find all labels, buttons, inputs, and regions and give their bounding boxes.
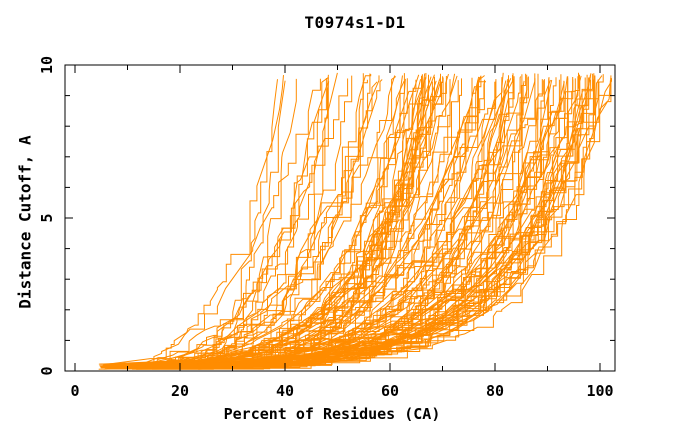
- model-curve: [103, 75, 509, 365]
- model-curve: [208, 81, 497, 369]
- model-curve: [98, 74, 372, 370]
- model-curve: [156, 79, 599, 369]
- model-curve: [190, 77, 550, 365]
- model-curve: [113, 74, 580, 368]
- model-curve: [125, 79, 417, 369]
- model-curve: [104, 77, 591, 366]
- model-curve: [152, 77, 586, 370]
- model-curve: [161, 75, 353, 368]
- model-curve: [198, 75, 482, 368]
- y-tick-label: 5: [38, 213, 56, 222]
- model-curve: [190, 73, 371, 369]
- model-curve: [162, 77, 612, 368]
- y-tick-label: 0: [38, 366, 56, 375]
- model-curve: [146, 76, 529, 370]
- model-curve: [145, 79, 545, 368]
- model-curve: [99, 76, 435, 367]
- model-curve: [101, 76, 397, 370]
- model-curve: [104, 81, 442, 369]
- model-curve: [129, 74, 523, 365]
- model-curve: [185, 74, 429, 368]
- x-tick-label: 40: [276, 382, 294, 400]
- x-tick-label: 20: [171, 382, 189, 400]
- model-curve: [103, 73, 592, 368]
- model-curve: [142, 73, 456, 369]
- model-curve: [200, 76, 432, 366]
- x-tick-label: 60: [381, 382, 399, 400]
- model-curve: [127, 78, 406, 366]
- chart-title: T0974s1-D1: [304, 13, 406, 32]
- x-tick-label: 100: [586, 382, 613, 400]
- model-curve: [123, 78, 612, 368]
- y-axis-label: Distance Cutoff, A: [15, 135, 35, 309]
- model-curve: [130, 80, 544, 366]
- model-curves: [98, 72, 613, 370]
- model-curve: [152, 75, 485, 368]
- model-curve: [200, 77, 473, 365]
- model-curve: [127, 75, 284, 370]
- model-curve: [113, 74, 604, 365]
- model-curve: [116, 78, 321, 370]
- model-curve: [102, 76, 444, 370]
- model-curve: [202, 78, 297, 370]
- model-curve: [104, 78, 349, 366]
- model-curve: [100, 76, 329, 369]
- model-curve: [151, 75, 591, 367]
- model-curve: [140, 76, 522, 366]
- model-curve: [174, 79, 613, 365]
- y-tick-label: 10: [38, 56, 56, 74]
- model-curve: [120, 75, 380, 369]
- model-curve: [109, 76, 515, 368]
- model-curve: [198, 77, 557, 370]
- x-axis-label: Percent of Residues (CA): [223, 405, 441, 423]
- model-curve: [123, 78, 327, 365]
- x-tick-label: 80: [486, 382, 504, 400]
- x-tick-label: 0: [70, 382, 79, 400]
